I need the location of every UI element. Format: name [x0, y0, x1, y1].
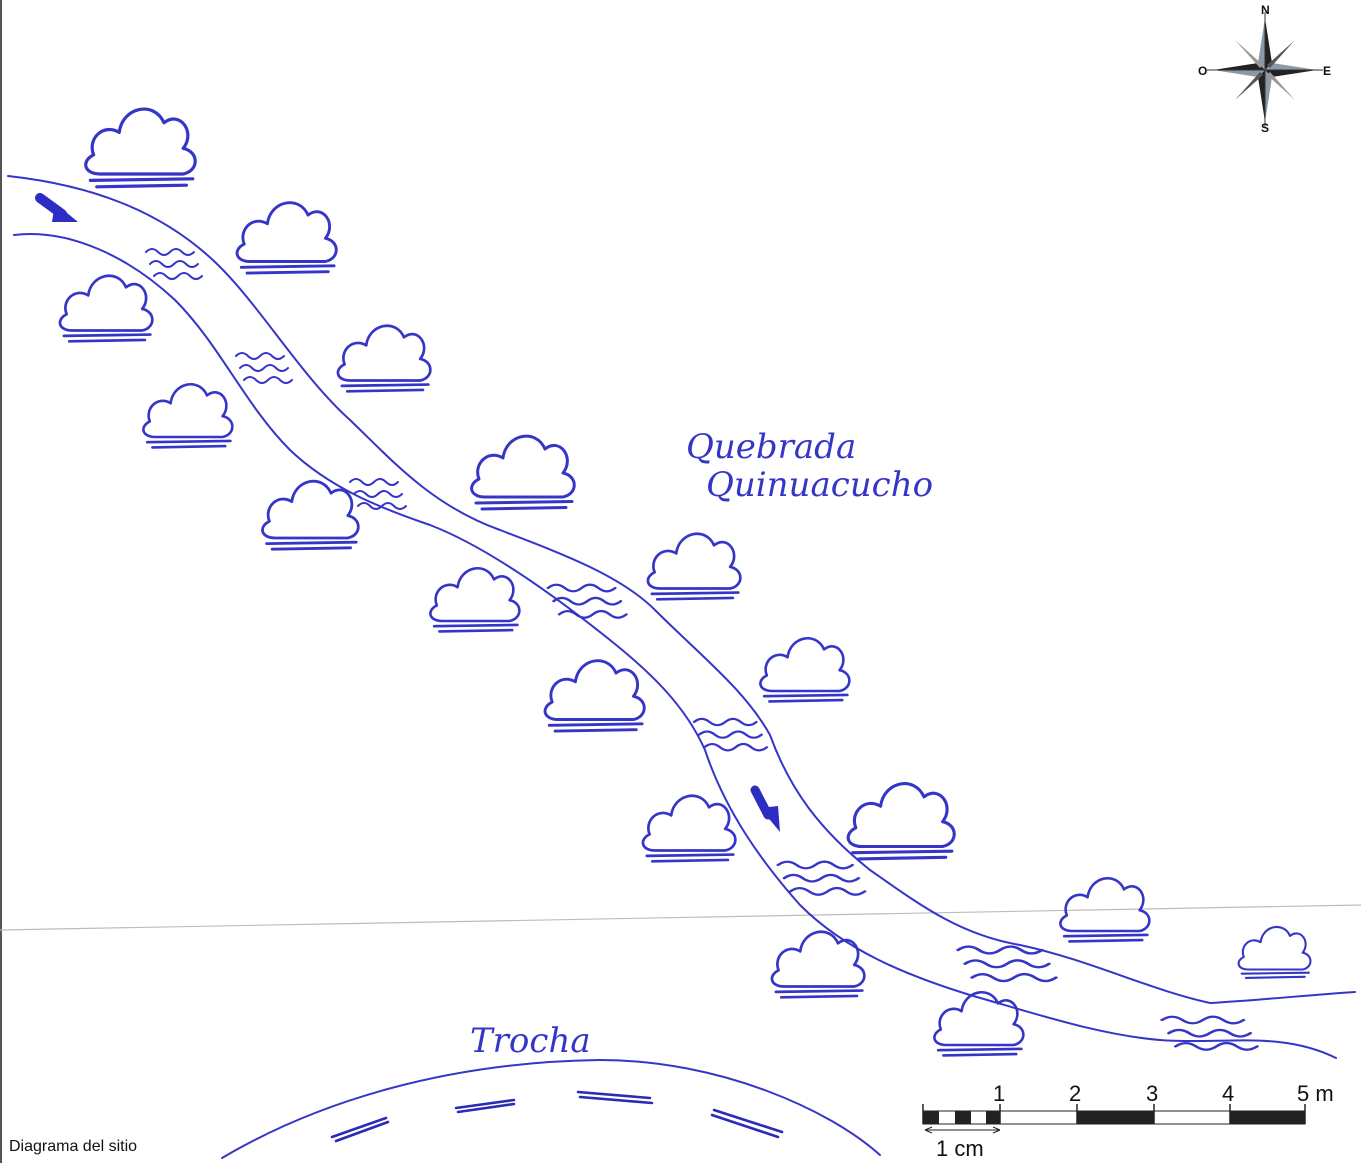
shrub-icon [759, 636, 851, 703]
compass-east: E [1323, 64, 1331, 78]
shrub-icon [646, 532, 742, 601]
compass-rose-icon: N S E O [1198, 3, 1331, 135]
shrub-icon [641, 794, 737, 863]
scale-tick-3: 3 [1146, 1081, 1158, 1106]
map-frame-left-border [0, 0, 2, 1163]
shrub-icon [543, 659, 646, 733]
shrub-icon [1237, 925, 1312, 979]
stream-bank-upper [7, 175, 1356, 1004]
flow-arrow-icon [750, 785, 780, 832]
shrub-icon [470, 434, 576, 511]
shrub-icon [58, 274, 154, 343]
shrub-icon [261, 479, 360, 551]
water-waves-icon [235, 352, 293, 384]
compass-south: S [1261, 121, 1269, 135]
scale-tick-1: 1 [993, 1081, 1005, 1106]
shrub-icon [933, 990, 1025, 1057]
scale-tick-4: 4 [1222, 1081, 1234, 1106]
shrub-icon [336, 324, 432, 393]
compass-west: O [1198, 64, 1207, 78]
shrub-icon [84, 107, 197, 189]
shrub-icon [142, 382, 234, 449]
reference-line [0, 904, 1361, 931]
trail-label: Trocha [470, 1021, 591, 1061]
stream-bank-lower [13, 233, 1337, 1059]
water-waves-icon [1160, 1015, 1259, 1052]
scale-bar: 1 2 3 4 5 m 1 cm [922, 1081, 1334, 1161]
water-waves-icon [956, 944, 1058, 983]
stream-name-line1: Quebrada [686, 427, 856, 467]
scale-tick-2: 2 [1069, 1081, 1081, 1106]
water-waves-icon [692, 717, 769, 752]
map-caption: Diagrama del sitio [9, 1138, 138, 1155]
trail-dashes [330, 1090, 784, 1143]
water-waves-icon [145, 248, 203, 280]
shrub-icon [846, 782, 956, 861]
scale-sub-label: 1 cm [936, 1136, 984, 1161]
flow-arrow-icon [35, 193, 78, 222]
water-waves-icon [776, 860, 867, 897]
trail-path [221, 1059, 881, 1159]
shrub-icon [429, 566, 521, 633]
scale-tick-5: 5 m [1297, 1081, 1334, 1106]
compass-north: N [1261, 3, 1270, 17]
stream-name-line2: Quinuacucho [706, 465, 933, 505]
shrub-icon [235, 201, 338, 275]
shrub-icon [770, 930, 866, 999]
